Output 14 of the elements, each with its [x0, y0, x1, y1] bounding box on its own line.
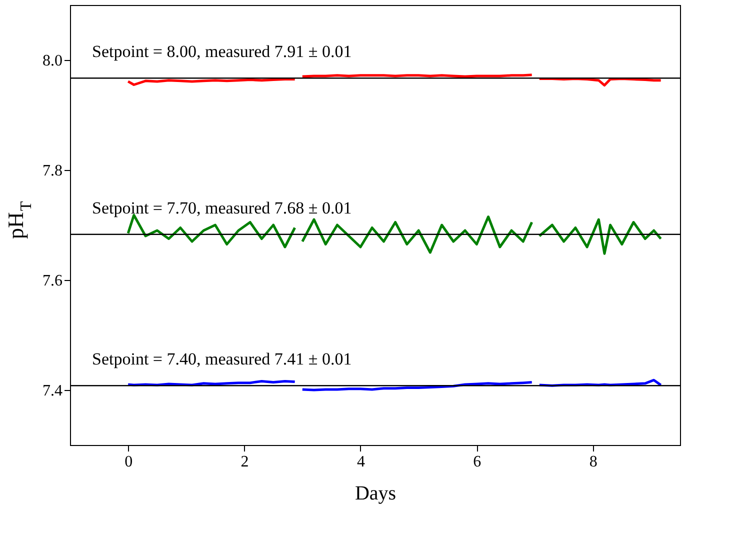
y-axis-title: pHT	[3, 201, 35, 239]
x-tick-label: 4	[356, 454, 365, 470]
annotation: Setpoint = 7.40, measured 7.41 ± 0.01	[92, 350, 352, 369]
y-tick-label: 7.6	[42, 272, 62, 290]
x-tick-label: 8	[589, 454, 598, 470]
x-tick-label: 0	[124, 454, 133, 470]
annotation: Setpoint = 7.70, measured 7.68 ± 0.01	[92, 198, 352, 218]
annotation: Setpoint = 8.00, measured 7.91 ± 0.01	[92, 42, 352, 62]
x-axis-title: Days	[354, 482, 396, 504]
y-tick-label: 7.8	[42, 162, 62, 180]
x-tick-label: 6	[473, 454, 482, 470]
y-tick-label: 8.0	[42, 52, 62, 70]
y-tick-label: 7.4	[42, 382, 62, 400]
x-tick-label: 2	[240, 454, 249, 470]
